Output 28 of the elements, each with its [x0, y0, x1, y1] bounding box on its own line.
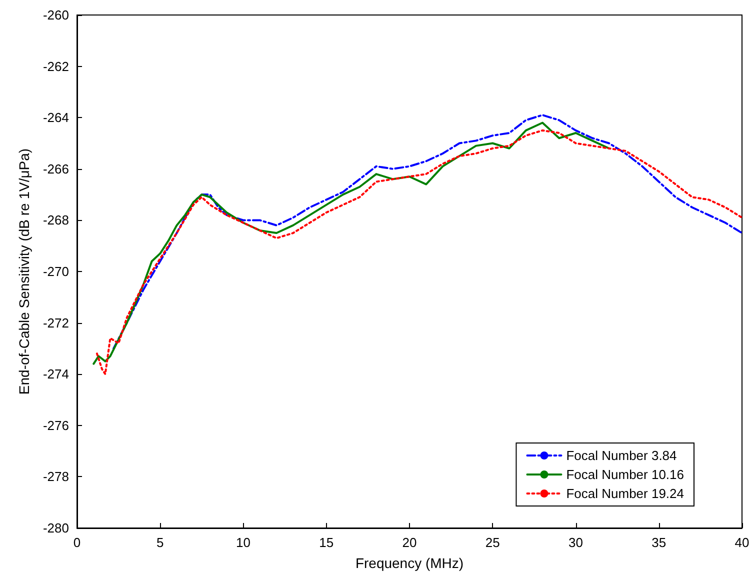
- line-series: [112, 114, 743, 350]
- y-tick-label: -270: [42, 264, 69, 279]
- x-tick-label: 0: [73, 535, 81, 550]
- x-tick-label: 20: [402, 535, 417, 550]
- legend-label: Focal Number 3.84: [566, 448, 677, 463]
- x-tick-label: 40: [734, 535, 750, 550]
- y-tick-label: -266: [42, 161, 69, 176]
- x-tick-label: 5: [156, 535, 164, 550]
- x-tick-label: 35: [652, 535, 666, 550]
- y-tick-label: -262: [42, 58, 69, 74]
- y-tick-label: -278: [42, 469, 69, 484]
- y-tick-label: -274: [42, 366, 69, 382]
- legend-label: Focal Number 19.24: [566, 486, 684, 501]
- y-tick-label: -272: [42, 315, 69, 330]
- y-tick-label: -280: [42, 520, 69, 536]
- y-tick-label: -268: [42, 212, 69, 228]
- x-tick-label: 25: [485, 535, 500, 550]
- line-series: [96, 129, 743, 376]
- x-tick-label: 30: [568, 535, 583, 550]
- y-axis-title: End-of-Cable Sensitivity (dB re 1V/μPa): [16, 148, 32, 395]
- x-tick-label: 10: [236, 535, 250, 550]
- y-tick-label: -264: [42, 110, 69, 126]
- y-tick-label: -260: [42, 8, 69, 22]
- x-axis-title: Frequency (MHz): [355, 555, 464, 571]
- y-tick-label: -276: [42, 418, 69, 433]
- legend-label: Focal Number 10.16: [566, 467, 684, 482]
- line-series: [92, 122, 610, 365]
- x-tick-label: 15: [319, 535, 334, 550]
